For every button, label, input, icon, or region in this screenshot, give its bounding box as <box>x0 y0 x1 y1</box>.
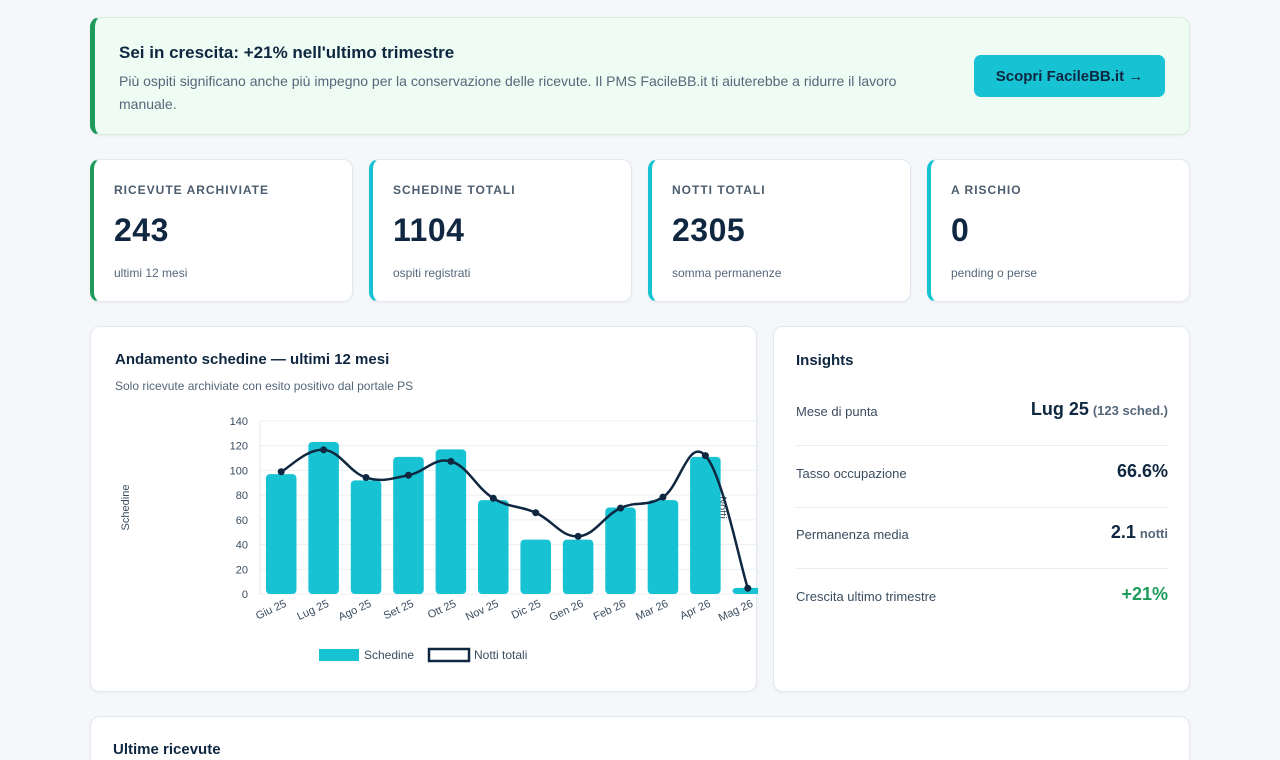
bar-schedine <box>308 442 339 594</box>
kpi-label: A RISCHIO <box>951 183 1022 197</box>
bar-schedine <box>562 539 594 594</box>
insight-label: Crescita ultimo trimestre <box>796 589 937 604</box>
x-tick-label: Apr 26 <box>678 598 712 623</box>
kpi-sub: somma permanenze <box>672 266 782 280</box>
kpi-sub: pending o perse <box>951 266 1038 280</box>
y-tick-label: 120 <box>230 441 248 453</box>
kpi-value: 243 <box>114 212 169 248</box>
bar-schedine <box>732 587 758 594</box>
y-axis-title: Schedine <box>120 485 132 531</box>
insight-label: Tasso occupazione <box>796 466 907 481</box>
x-tick-label: Feb 26 <box>592 598 628 623</box>
growth-banner: Sei in crescita: +21% nell'ultimo trimes… <box>90 17 1190 135</box>
y-tick-label: 80 <box>236 490 248 502</box>
insight-unit: notti <box>1139 526 1168 541</box>
recent-receipts-card: Ultime ricevute <box>90 716 1190 760</box>
insight-label: Permanenza media <box>796 527 909 542</box>
x-tick-label: Lug 25 <box>295 598 331 623</box>
insight-value: Lug 25 (123 sched.) <box>1030 399 1168 419</box>
insights-title: Insights <box>796 352 854 369</box>
bar-schedine <box>393 456 424 594</box>
insight-value: 66.6% <box>1116 461 1168 481</box>
bar-schedine <box>647 500 679 594</box>
legend-label-notti: Notti totali <box>474 648 527 662</box>
point-notti-totali <box>659 493 667 501</box>
insight-label: Mese di punta <box>796 404 878 419</box>
point-notti-totali <box>404 471 412 479</box>
bar-schedine <box>435 449 467 594</box>
y-tick-label: 20 <box>236 564 248 576</box>
discover-facilebb-button[interactable]: Scopri FacileBB.it → <box>974 55 1165 97</box>
insight-occupancy: Tasso occupazione 66.6% <box>796 446 1168 508</box>
x-tick-label: Gen 26 <box>548 598 586 624</box>
kpi-card-nights: NOTTI TOTALI 2305 somma permanenze <box>648 159 911 302</box>
kpi-value: 2305 <box>672 212 746 248</box>
kpi-label: RICEVUTE ARCHIVIATE <box>114 183 270 197</box>
insight-unit: (123 sched.) <box>1092 403 1168 418</box>
insight-growth: Crescita ultimo trimestre +21% <box>796 569 1168 631</box>
kpi-sub: ultimi 12 mesi <box>114 266 188 280</box>
point-notti-totali <box>320 446 328 454</box>
kpi-label: NOTTI TOTALI <box>672 183 766 197</box>
y-tick-label: 140 <box>230 416 248 428</box>
bar-schedine <box>478 500 509 594</box>
bar-schedine <box>520 539 551 594</box>
insights-card: Insights Mese di punta Lug 25 (123 sched.… <box>773 326 1190 692</box>
y-tick-label: 0 <box>242 589 248 601</box>
point-notti-totali <box>277 468 285 476</box>
bar-schedine <box>690 456 721 594</box>
kpi-card-receipts: RICEVUTE ARCHIVIATE 243 ultimi 12 mesi <box>90 159 353 302</box>
kpi-card-schedine: SCHEDINE TOTALI 1104 ospiti registrati <box>369 159 632 302</box>
trend-chart-card: Andamento schedine — ultimi 12 mesi Solo… <box>90 326 758 692</box>
x-tick-label: Mag 26 <box>717 598 755 624</box>
x-tick-label: Ago 25 <box>337 598 374 624</box>
y-tick-label: 40 <box>236 540 248 552</box>
kpi-value: 0 <box>951 212 970 248</box>
kpi-value: 1104 <box>393 212 465 248</box>
bar-schedine <box>350 480 382 594</box>
banner-text: Più ospiti significano anche più impegno… <box>119 73 897 112</box>
x-tick-label: Nov 25 <box>464 598 501 624</box>
legend-swatch-schedine <box>319 649 359 661</box>
point-notti-totali <box>701 452 709 460</box>
x-tick-label: Dic 25 <box>510 598 543 622</box>
banner-title: Sei in crescita: +21% nell'ultimo trimes… <box>119 43 455 62</box>
chart-subtitle: Solo ricevute archiviate con esito posit… <box>115 379 414 393</box>
insight-avg-stay: Permanenza media 2.1 notti <box>796 507 1168 569</box>
x-tick-label: Mar 26 <box>634 598 670 623</box>
point-notti-totali <box>744 584 752 592</box>
bar-schedine <box>605 507 636 594</box>
kpi-sub: ospiti registrati <box>393 266 471 280</box>
point-notti-totali <box>447 457 455 465</box>
point-notti-totali <box>617 504 625 512</box>
point-notti-totali <box>532 509 540 517</box>
schedine-chart: 020406080100120140050100150200250300Sche… <box>120 416 758 663</box>
y-tick-label: 100 <box>230 465 248 477</box>
x-tick-label: Giu 25 <box>254 598 288 623</box>
insight-value: +21% <box>1121 584 1168 604</box>
kpi-card-at-risk: A RISCHIO 0 pending o perse <box>927 159 1190 302</box>
insight-peak-month: Mese di punta Lug 25 (123 sched.) <box>796 384 1168 446</box>
point-notti-totali <box>574 532 582 540</box>
kpi-label: SCHEDINE TOTALI <box>393 183 516 197</box>
point-notti-totali <box>489 494 497 502</box>
recent-receipts-title: Ultime ricevute <box>113 741 221 758</box>
y-tick-label: 60 <box>236 515 248 527</box>
x-tick-label: Ott 25 <box>426 598 458 622</box>
insight-value: 2.1 notti <box>1110 522 1168 542</box>
point-notti-totali <box>362 474 370 482</box>
bar-schedine <box>265 474 297 594</box>
legend-swatch-notti <box>427 647 471 663</box>
x-tick-label: Set 25 <box>382 598 416 622</box>
legend-label-schedine: Schedine <box>364 648 414 662</box>
chart-title: Andamento schedine — ultimi 12 mesi <box>115 351 390 368</box>
